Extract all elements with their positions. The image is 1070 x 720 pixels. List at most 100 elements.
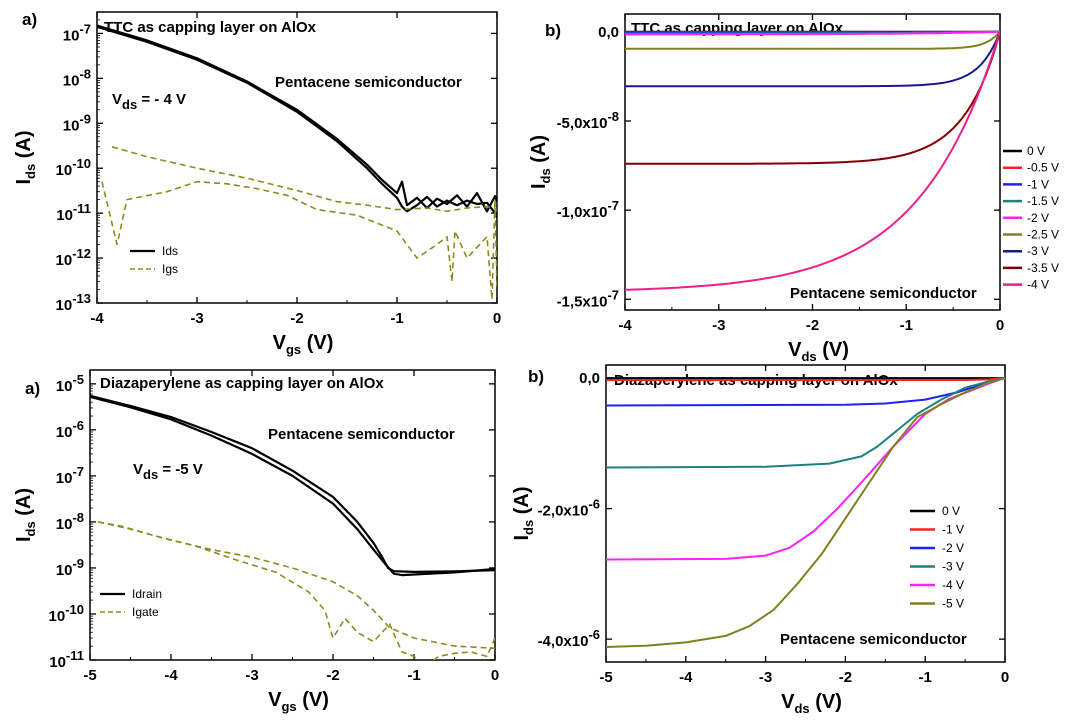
chart-panel-2: -4 -3 -2 -1 00,0-5,0x10-8-1,0x10-7-1,5x10-7V… xyxy=(528,13,1059,364)
y-tick-label-part: -7 xyxy=(607,287,619,302)
y-axis-label-part: I xyxy=(528,183,550,189)
y-tick-label-part: 10 xyxy=(56,162,73,179)
series-line-2 xyxy=(90,395,495,577)
x-tick-label: 0 xyxy=(996,317,1004,334)
panel-label: b) xyxy=(545,21,561,40)
semiconductor-annotation: Pentacene semiconductor xyxy=(268,426,455,443)
vds-annotation-part: V xyxy=(112,91,122,108)
y-tick-label: 10-7 xyxy=(56,464,84,487)
y-tick-label-part: -10 xyxy=(72,156,91,171)
semiconductor-annotation: Pentacene semiconductor xyxy=(790,285,977,302)
x-axis-label-part: (V) xyxy=(297,689,329,711)
y-tick-label-part: 10 xyxy=(56,252,73,269)
y-tick-label: 10-10 xyxy=(56,156,91,179)
series-line-6 xyxy=(606,377,1005,648)
series-group xyxy=(97,24,497,301)
legend-label: -2.5 V xyxy=(1027,228,1059,242)
y-tick-label: -1,5x10-7 xyxy=(557,287,619,310)
y-axis-label-part: ds xyxy=(23,521,38,536)
y-tick-label-part: 10 xyxy=(63,72,80,89)
y-tick-label-part: -8 xyxy=(72,510,84,525)
panel-title: Diazaperylene as capping layer on AlOx xyxy=(100,375,384,392)
legend-label: Igate xyxy=(132,605,159,619)
y-axis-label: Ids (A) xyxy=(528,135,553,189)
legend-label: -3.5 V xyxy=(1027,261,1059,275)
series-line-3 xyxy=(606,377,1005,407)
y-tick-label: 10-10 xyxy=(49,602,84,625)
y-tick-label-part: -2,0x10 xyxy=(538,503,589,520)
legend-label: 0 V xyxy=(942,504,960,518)
y-axis-label-part: I xyxy=(13,536,35,542)
x-tick-label: -3 xyxy=(245,667,258,684)
vds-annotation-part: = -5 V xyxy=(158,461,203,478)
y-tick-label-part: -12 xyxy=(72,246,91,261)
x-axis-label-part: (V) xyxy=(810,691,842,713)
panel-title: TTC as capping layer on AlOx xyxy=(104,19,317,36)
x-tick-label: -1 xyxy=(407,667,420,684)
y-axis-label-group: Ids (A) xyxy=(13,488,38,542)
panel-label: a) xyxy=(22,10,37,29)
x-axis-label-part: V xyxy=(268,689,282,711)
y-tick-label: 10-9 xyxy=(63,111,91,134)
y-tick-label-part: -6 xyxy=(72,418,84,433)
series-line-3 xyxy=(97,521,495,650)
y-tick-label-part: -7 xyxy=(79,21,91,36)
x-tick-label: 0 xyxy=(1001,669,1009,686)
x-tick-label: -1 xyxy=(390,310,403,327)
semiconductor-annotation: Pentacene semiconductor xyxy=(275,74,462,91)
y-axis-label-group: Ids (A) xyxy=(511,486,536,540)
y-tick-label-part: -4,0x10 xyxy=(538,633,589,650)
x-tick-label: -3 xyxy=(759,669,772,686)
x-tick-label: 0 xyxy=(493,310,501,327)
legend-label: -0.5 V xyxy=(1027,161,1059,175)
legend-label: -5 V xyxy=(942,597,964,611)
legend-label: -3 V xyxy=(1027,244,1049,258)
chart-panel-3: -5 -4 -3 -2 -1 010-510-610-710-810-910-1010-1… xyxy=(13,369,499,714)
x-axis-label-part: V xyxy=(788,339,802,361)
y-axis-label-part: (A) xyxy=(511,486,533,519)
series-line-7 xyxy=(625,31,1000,88)
x-axis-label-part: V xyxy=(273,332,287,354)
y-tick-label: -4,0x10-6 xyxy=(538,627,600,650)
x-axis-label: Vds (V) xyxy=(788,339,849,364)
legend-label: -4 V xyxy=(942,578,964,592)
y-tick-label: 10-7 xyxy=(63,21,91,44)
y-tick-label: 10-8 xyxy=(63,66,91,89)
y-tick-label-part: -11 xyxy=(66,648,84,663)
y-tick-label-part: 10 xyxy=(63,27,80,44)
legend-label: Igs xyxy=(162,262,178,276)
y-tick-label-part: -10 xyxy=(65,602,84,617)
y-tick-label-part: -8 xyxy=(79,66,91,81)
y-tick-label-part: 10 xyxy=(63,117,80,134)
y-tick-label: 10-8 xyxy=(56,510,84,533)
y-tick-label-part: -11 xyxy=(73,201,91,216)
y-tick-label: 10-13 xyxy=(56,291,91,314)
series-line-4 xyxy=(101,180,497,301)
semiconductor-annotation: Pentacene semiconductor xyxy=(780,631,967,648)
y-tick-label-part: -7 xyxy=(72,464,84,479)
y-tick-label-part: -8 xyxy=(607,109,619,124)
vds-annotation-part: ds xyxy=(143,467,158,482)
x-axis-label: Vds (V) xyxy=(781,691,842,716)
panel-label: b) xyxy=(528,367,544,386)
y-tick-label: 10-6 xyxy=(56,418,84,441)
y-axis-label: Ids (A) xyxy=(13,488,38,542)
panel-label: a) xyxy=(25,379,40,398)
y-axis-label-group: Ids (A) xyxy=(528,135,553,189)
y-tick-label-part: -5,0x10 xyxy=(557,115,608,132)
y-tick-label-part: -7 xyxy=(607,198,619,213)
series-line-3 xyxy=(111,146,497,213)
y-tick-label-part: -1,0x10 xyxy=(557,204,608,221)
series-line-1 xyxy=(90,394,495,573)
legend-label: -1.5 V xyxy=(1027,194,1059,208)
y-tick-label-part: 10 xyxy=(49,654,66,671)
y-tick-label: 10-5 xyxy=(56,372,84,395)
x-axis-label: Vgs (V) xyxy=(273,332,334,357)
y-axis-label-group: Ids (A) xyxy=(13,130,38,184)
vds-annotation-part: V xyxy=(133,461,143,478)
y-tick-label-part: 0,0 xyxy=(579,370,600,387)
x-tick-label: -3 xyxy=(190,310,203,327)
x-tick-label: -1 xyxy=(900,317,913,334)
chart-panel-1: -4 -3 -2 -1 010-710-810-910-1010-1110-1210-1… xyxy=(13,10,501,357)
